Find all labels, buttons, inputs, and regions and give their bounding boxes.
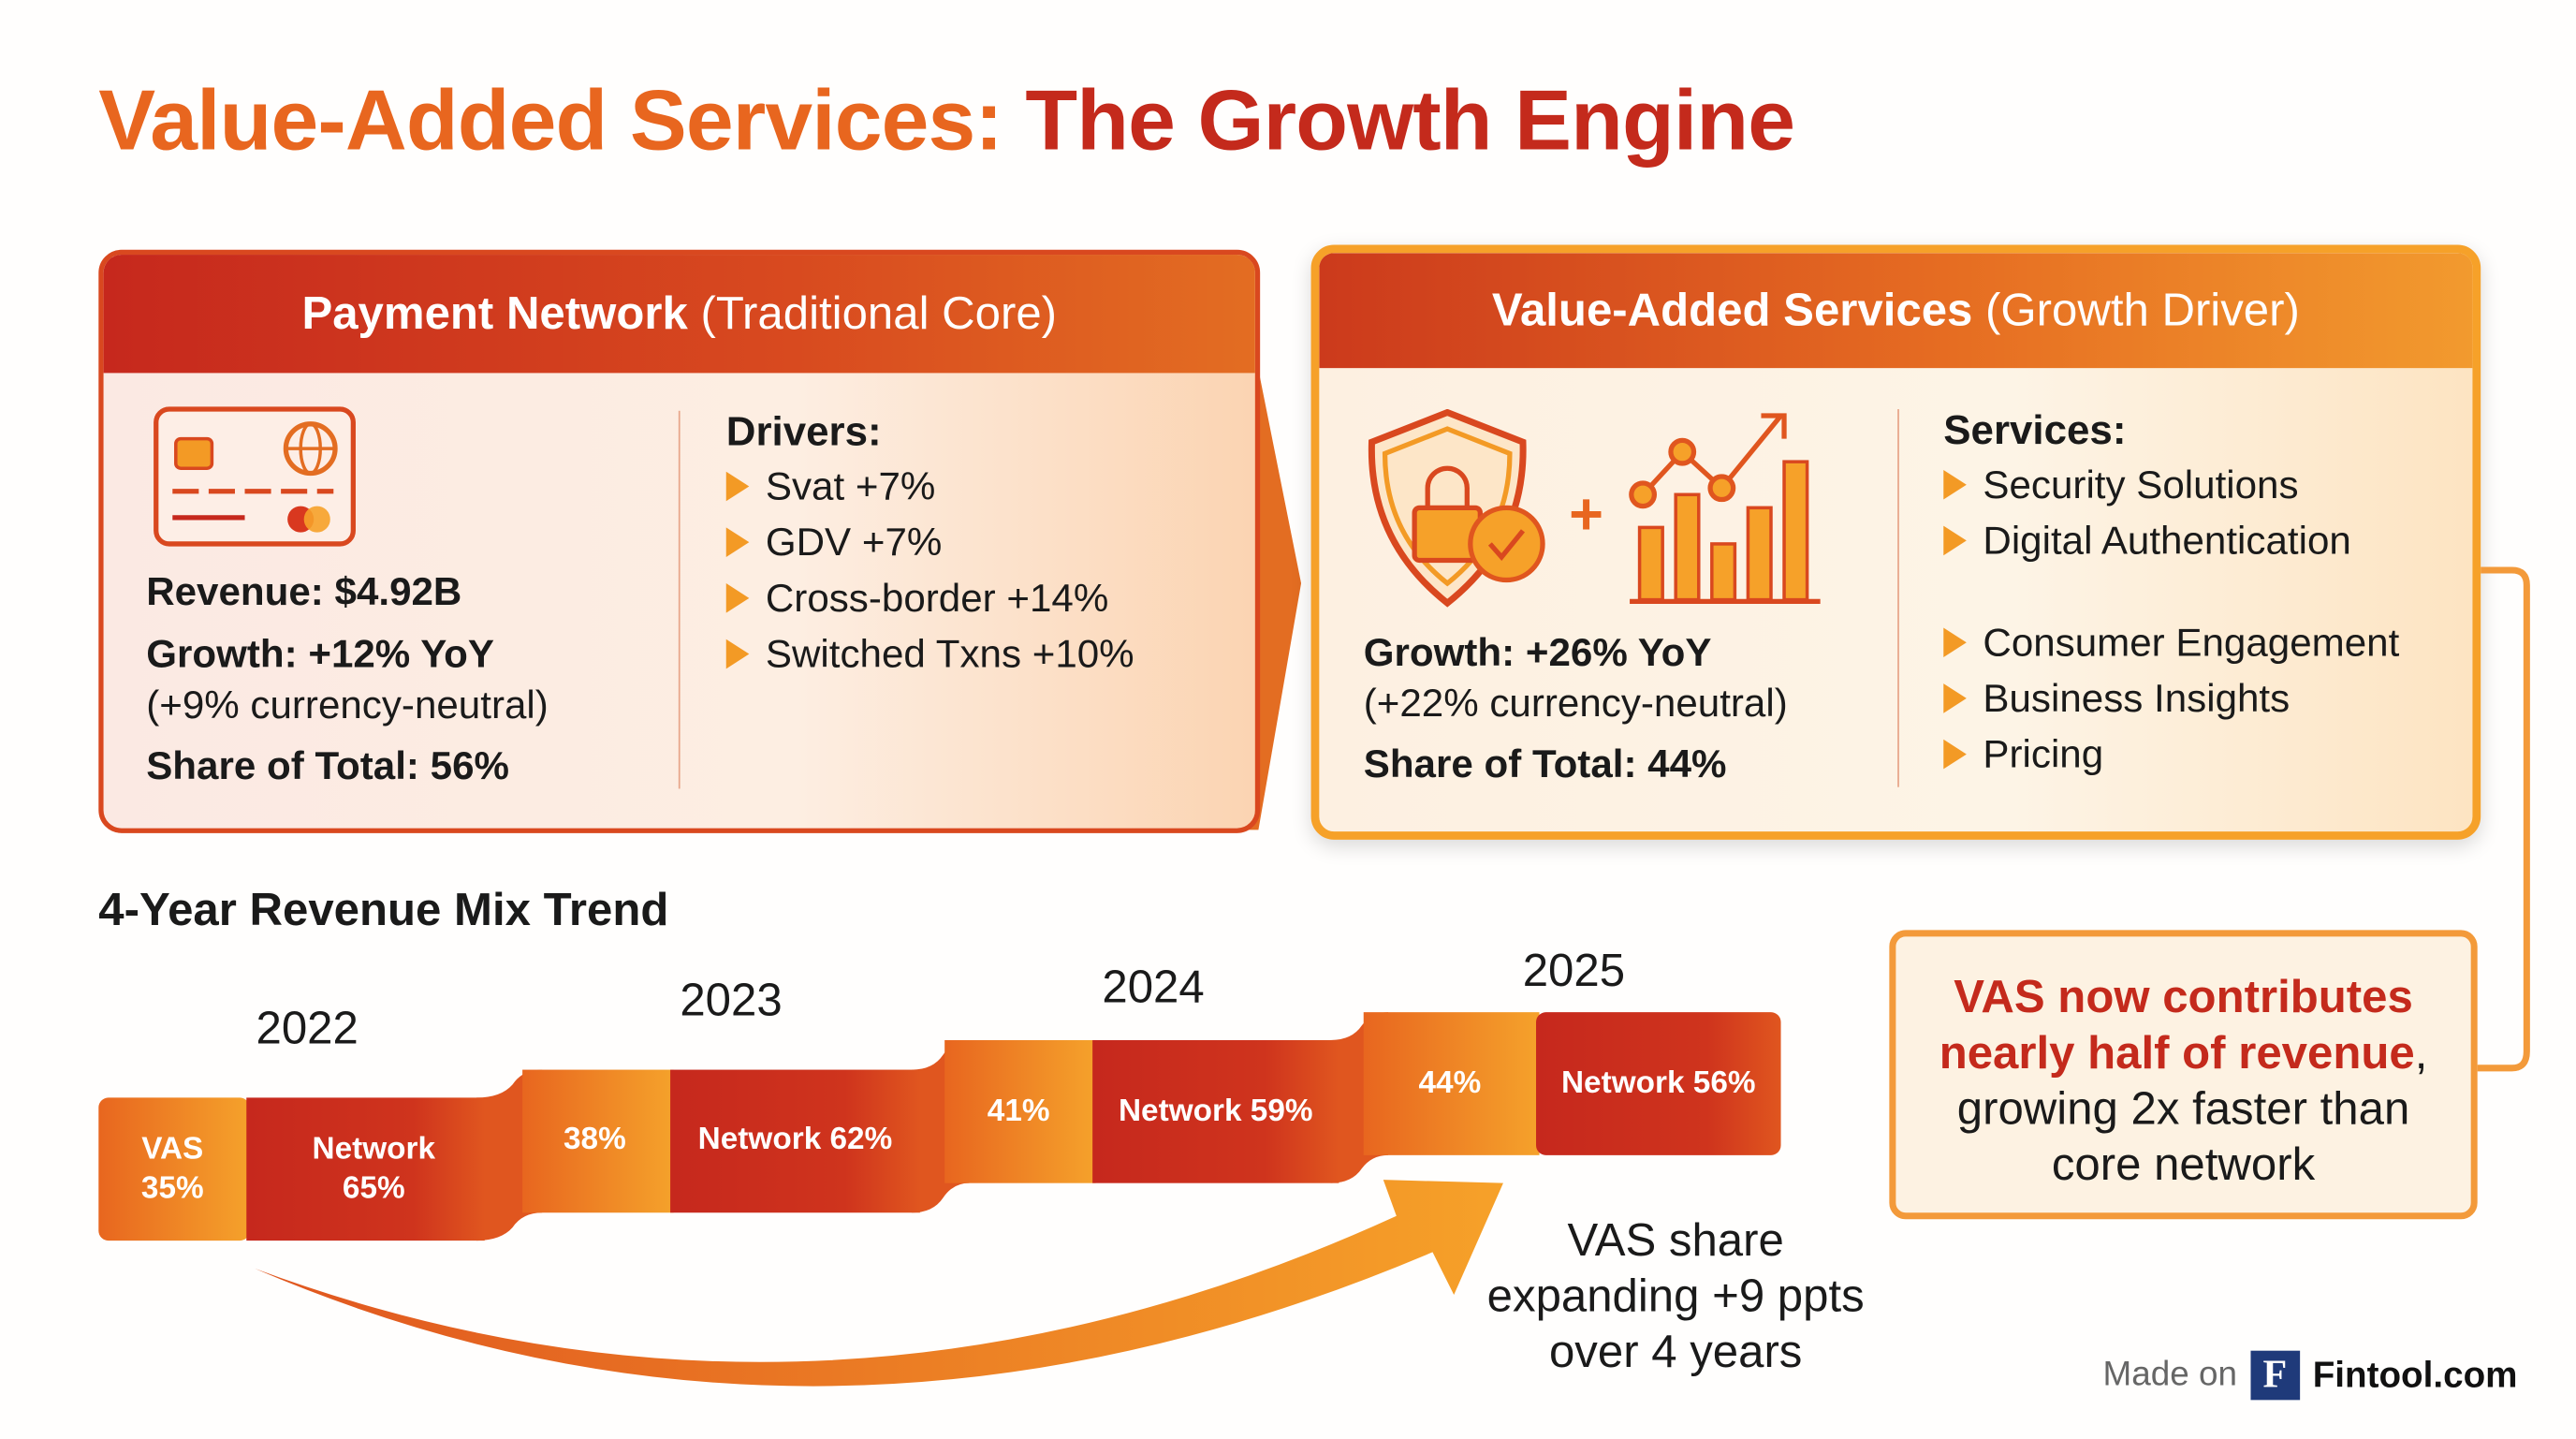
page-title: Value-Added Services: The Growth Engine [98, 73, 1795, 169]
vas-segment-2023 [522, 1069, 674, 1213]
network-segment-2025 [1536, 1012, 1781, 1155]
service-item: Pricing [1943, 733, 2103, 779]
service-item: Consumer Engagement [1943, 621, 2399, 667]
trend-note: VAS share expanding +9 ppts over 4 years [1486, 1214, 1865, 1377]
vas-card: Value-Added Services (Growth Driver) + G… [1310, 244, 2481, 840]
network-share-label: Network 62% [697, 1122, 893, 1157]
service-item: Digital Authentication [1943, 520, 2351, 565]
payment-network-header: Payment Network (Traditional Core) [103, 255, 1255, 374]
share-stat: Share of Total: 56% [146, 744, 509, 789]
driver-item: Switched Txns +10% [725, 633, 1134, 679]
growth-chart-icon [1629, 413, 1821, 604]
chevron-right-icon [1943, 739, 1967, 770]
vas-segment-2024 [944, 1039, 1096, 1183]
payment-network-card: Payment Network (Traditional Core) Reven… [98, 249, 1261, 833]
services-title: Services: [1943, 407, 2127, 454]
service-item: Business Insights [1943, 677, 2290, 723]
currency-neutral-stat: (+9% currency-neutral) [146, 683, 549, 728]
plus-icon: + [1569, 479, 1604, 548]
driver-item: Cross-border +14% [725, 577, 1108, 623]
vas-share-label: 44% [1418, 1066, 1482, 1101]
vas-segment-2022 [98, 1097, 250, 1241]
vas-header: Value-Added Services (Growth Driver) [1319, 253, 2473, 369]
network-segment-2023 [670, 1069, 920, 1213]
chevron-right-icon [1943, 469, 1967, 500]
drivers-title: Drivers: [725, 409, 882, 456]
divider [678, 410, 681, 789]
year-label: 2025 [1522, 945, 1626, 996]
network-share-label: Network 65% [312, 1132, 436, 1207]
chevron-right-icon [725, 639, 750, 669]
network-share-label: Network 56% [1560, 1066, 1756, 1101]
currency-neutral-stat: (+22% currency-neutral) [1363, 682, 1788, 727]
vas-segment-2025 [1363, 1012, 1540, 1155]
connector-bracket [2477, 566, 2530, 1072]
security-shield-icon [1368, 409, 1545, 608]
network-segment-2022 [246, 1097, 485, 1241]
driver-item: GDV +7% [725, 521, 942, 566]
driver-item: Svat +7% [725, 465, 935, 511]
chevron-right-icon [725, 471, 750, 502]
chevron-right-icon [1943, 525, 1967, 556]
share-stat: Share of Total: 44% [1363, 742, 1727, 787]
year-label: 2024 [1102, 961, 1205, 1013]
year-label: 2022 [256, 1002, 359, 1054]
year-label: 2023 [680, 974, 783, 1026]
growth-arrow [255, 1180, 1503, 1387]
chevron-right-icon [725, 583, 750, 613]
fintool-logo-icon: F [2250, 1350, 2300, 1401]
network-segment-2024 [1092, 1039, 1339, 1183]
vas-share-label: 41% [987, 1094, 1050, 1129]
divider [1897, 409, 1899, 787]
growth-stat: Growth: +26% YoY [1363, 630, 1712, 676]
chevron-right-icon [1943, 683, 1967, 713]
callout-box: VAS now contributes nearly half of reven… [1889, 930, 2478, 1220]
trend-title: 4-Year Revenue Mix Trend [98, 884, 669, 935]
chevron-right-icon [1943, 627, 1967, 658]
chevron-right-icon [725, 527, 750, 557]
credit-card-icon [154, 406, 356, 547]
revenue-stat: Revenue: $4.92B [146, 570, 462, 615]
growth-stat: Growth: +12% YoY [146, 632, 494, 678]
footer-branding: Made on F Fintool.com [2103, 1350, 2517, 1401]
card-arrow-point [1248, 369, 1302, 830]
vas-share-label: 38% [563, 1122, 626, 1157]
network-share-label: Network 59% [1118, 1094, 1313, 1129]
revenue-mix-ribbon [98, 1012, 1781, 1387]
vas-share-label: VAS 35% [140, 1132, 204, 1207]
service-item: Security Solutions [1943, 463, 2299, 509]
